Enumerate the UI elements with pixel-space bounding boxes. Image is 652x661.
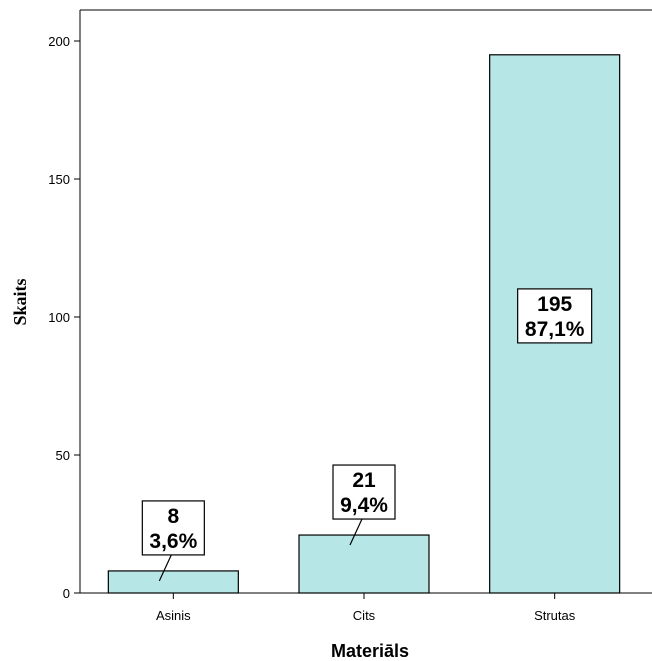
data-label-count: 195 [537,293,572,316]
data-label-count: 8 [167,505,179,528]
x-axis-title: Materiāls [331,641,409,661]
y-tick-label: 50 [56,448,70,463]
y-axis-title: Skaits [10,278,30,325]
data-label-percent: 3,6% [149,530,197,553]
y-tick-label: 150 [48,172,70,187]
data-label-count: 21 [352,469,376,492]
data-label-percent: 87,1% [525,318,585,341]
data-label-percent: 9,4% [340,494,388,517]
y-tick-label: 200 [48,34,70,49]
label-leader-line [158,554,172,582]
y-tick-label: 100 [48,310,70,325]
x-tick-label-cits: Cits [353,608,376,623]
bar-asinis [107,570,239,594]
data-label-box [141,500,205,556]
data-label-box [517,288,593,344]
y-axis-ticks: 0 50 100 150 200 [48,34,80,601]
x-tick-label-strutas: Strutas [534,608,576,623]
label-leader-line [349,518,363,546]
data-label-box [332,464,396,520]
y-tick-label: 0 [63,586,70,601]
x-axis-ticks: Asinis Cits Strutas [156,593,576,623]
bar-cits [298,534,430,594]
x-tick-label-asinis: Asinis [156,608,191,623]
bars-group [107,54,621,594]
